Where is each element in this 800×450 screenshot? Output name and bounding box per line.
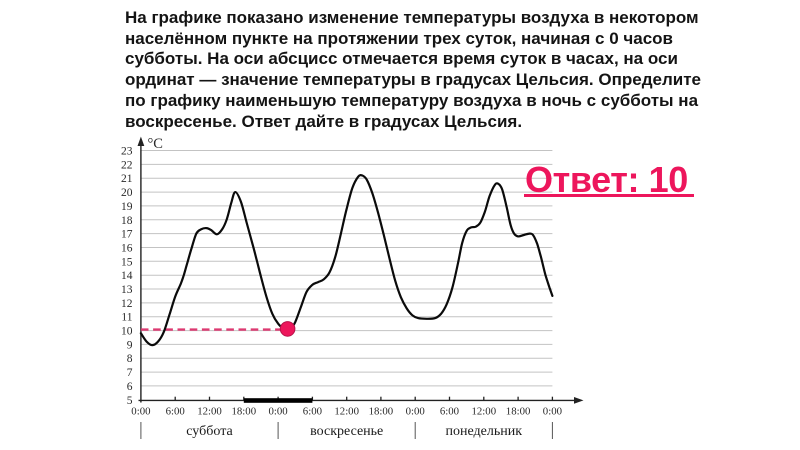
svg-text:19: 19 bbox=[121, 201, 133, 213]
svg-text:6:00: 6:00 bbox=[166, 405, 185, 417]
svg-text:23: 23 bbox=[121, 146, 133, 158]
svg-text:18:00: 18:00 bbox=[506, 405, 531, 417]
svg-text:18:00: 18:00 bbox=[232, 405, 257, 417]
svg-text:20: 20 bbox=[121, 187, 133, 199]
svg-text:0:00: 0:00 bbox=[406, 405, 425, 417]
svg-text:16: 16 bbox=[121, 243, 133, 255]
svg-text:6:00: 6:00 bbox=[440, 405, 459, 417]
svg-text:18:00: 18:00 bbox=[369, 405, 394, 417]
svg-text:12:00: 12:00 bbox=[334, 405, 359, 417]
svg-text:18: 18 bbox=[121, 215, 133, 227]
svg-text:15: 15 bbox=[121, 256, 133, 268]
svg-text:суббота: суббота bbox=[186, 424, 233, 439]
svg-text:14: 14 bbox=[121, 270, 133, 282]
svg-text:11: 11 bbox=[121, 312, 132, 324]
svg-text:6:00: 6:00 bbox=[303, 405, 322, 417]
svg-text:21: 21 bbox=[121, 173, 133, 185]
svg-text:0:00: 0:00 bbox=[543, 405, 562, 417]
svg-text:воскресенье: воскресенье bbox=[310, 424, 383, 439]
svg-text:7: 7 bbox=[127, 367, 133, 379]
svg-text:10: 10 bbox=[121, 326, 133, 338]
svg-text:0:00: 0:00 bbox=[268, 405, 287, 417]
svg-text:12:00: 12:00 bbox=[472, 405, 497, 417]
svg-text:°C: °C bbox=[148, 136, 163, 152]
svg-text:17: 17 bbox=[121, 229, 133, 241]
svg-text:12: 12 bbox=[121, 298, 133, 310]
svg-text:13: 13 bbox=[121, 284, 133, 296]
svg-text:6: 6 bbox=[127, 381, 133, 393]
svg-text:5: 5 bbox=[127, 395, 133, 407]
svg-text:22: 22 bbox=[121, 159, 133, 171]
svg-text:0:00: 0:00 bbox=[131, 405, 150, 417]
svg-text:9: 9 bbox=[127, 339, 133, 351]
svg-text:12:00: 12:00 bbox=[197, 405, 222, 417]
svg-text:8: 8 bbox=[127, 353, 133, 365]
svg-text:понедельник: понедельник bbox=[446, 424, 523, 439]
